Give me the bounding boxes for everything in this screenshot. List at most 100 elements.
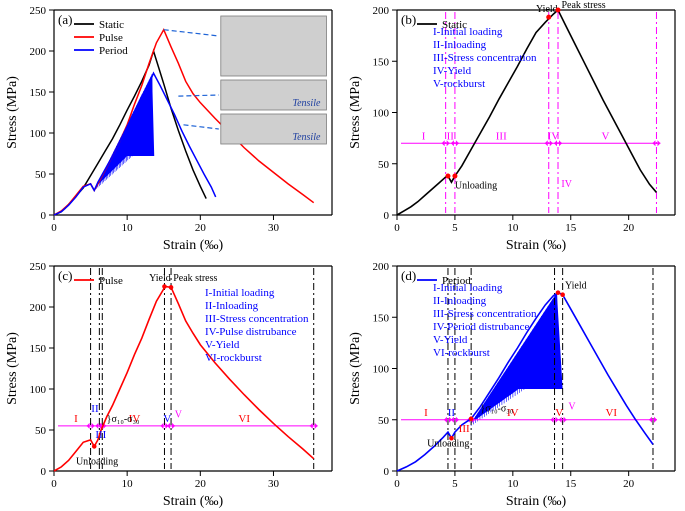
svg-text:IV-Yield: IV-Yield (433, 65, 472, 77)
svg-text:(d): (d) (401, 268, 416, 283)
svg-text:50: 50 (378, 414, 390, 426)
svg-text:IV: IV (547, 130, 559, 142)
svg-text:Stress (MPa): Stress (MPa) (348, 76, 363, 149)
svg-text:Static: Static (99, 19, 124, 31)
svg-text:15: 15 (565, 478, 577, 490)
svg-text:VI-rockburst: VI-rockburst (433, 347, 490, 359)
svg-text:0: 0 (394, 222, 400, 234)
svg-text:II-Inloading: II-Inloading (205, 300, 259, 312)
svg-text:5: 5 (452, 222, 458, 234)
svg-text:Tensile: Tensile (292, 98, 321, 109)
svg-text:0: 0 (383, 210, 389, 222)
svg-text:V: V (601, 130, 609, 142)
svg-text:30: 30 (268, 222, 280, 234)
svg-text:I-Initial loading: I-Initial loading (433, 282, 503, 294)
svg-text:150: 150 (30, 87, 47, 99)
svg-text:(b): (b) (401, 12, 416, 27)
svg-text:Strain (‰): Strain (‰) (163, 494, 224, 509)
svg-text:II: II (447, 406, 455, 418)
figure-grid: 0501001502002500102030Stress (MPa)Strain… (0, 0, 685, 511)
svg-text:III-Stress concentration: III-Stress concentration (433, 308, 537, 320)
svg-text:200: 200 (372, 261, 389, 273)
svg-text:IV-Pulse distrubance: IV-Pulse distrubance (205, 326, 297, 338)
panel-d: 0 50 100 150 200 0 5 10 15 20 Stress (MPa) Strain (… (343, 256, 685, 511)
svg-text:10: 10 (507, 478, 519, 490)
svg-text:20: 20 (195, 222, 207, 234)
svg-text:Unloading: Unloading (76, 456, 118, 467)
svg-text:10: 10 (507, 222, 519, 234)
svg-text:100: 100 (30, 128, 47, 140)
svg-text:20: 20 (623, 222, 635, 234)
svg-text:II: II (446, 130, 454, 142)
svg-text:15: 15 (565, 222, 577, 234)
svg-text:Unloading: Unloading (454, 180, 496, 191)
svg-text:Peak stress: Peak stress (561, 0, 605, 11)
svg-text:IV: IV (561, 179, 572, 190)
svg-text:Peak stress: Peak stress (173, 272, 217, 283)
svg-text:250: 250 (30, 5, 47, 17)
svg-text:II: II (91, 402, 99, 414)
svg-text:I: I (74, 412, 78, 424)
svg-text:150: 150 (372, 56, 389, 68)
svg-text:200: 200 (372, 5, 389, 17)
svg-text:10: 10 (122, 222, 134, 234)
svg-text:Yield: Yield (536, 4, 558, 15)
svg-text:V-Yield: V-Yield (205, 339, 240, 351)
svg-text:0: 0 (51, 478, 57, 490)
svg-text:(a): (a) (58, 12, 72, 27)
svg-text:III: III (95, 428, 106, 440)
svg-text:Strain (‰): Strain (‰) (505, 494, 566, 509)
svg-text:V-rockburst: V-rockburst (433, 78, 485, 90)
svg-text:I-Initial loading: I-Initial loading (205, 287, 275, 299)
svg-text:III-Stress concentration: III-Stress concentration (205, 313, 309, 325)
svg-text:50: 50 (35, 425, 47, 437)
svg-text:0: 0 (41, 466, 47, 478)
svg-text:VI: VI (605, 406, 617, 418)
svg-text:Yield: Yield (564, 280, 586, 291)
svg-text:III: III (458, 422, 469, 434)
svg-text:Period: Period (99, 45, 128, 57)
svg-text:20: 20 (623, 478, 635, 490)
svg-text:IV-Period distrubance: IV-Period distrubance (433, 321, 530, 333)
svg-text:200: 200 (30, 46, 47, 58)
svg-text:100: 100 (30, 384, 47, 396)
svg-text:0: 0 (51, 222, 57, 234)
svg-text:Yield: Yield (149, 272, 171, 283)
svg-text:(c): (c) (58, 268, 72, 283)
svg-text:V: V (568, 401, 576, 412)
svg-text:V: V (163, 412, 171, 424)
svg-text:Stress (MPa): Stress (MPa) (5, 76, 20, 149)
svg-text:Pulse: Pulse (99, 32, 123, 44)
svg-text:150: 150 (30, 343, 47, 355)
svg-text:III: III (495, 130, 506, 142)
svg-text:50: 50 (35, 169, 47, 181)
svg-text:V: V (175, 409, 183, 420)
panel-c: 0501001502002500102030Stress (MPa)Strain… (0, 256, 343, 511)
svg-text:Unloading: Unloading (427, 438, 469, 449)
svg-text:0: 0 (41, 210, 47, 222)
svg-text:V-Yield: V-Yield (433, 334, 468, 346)
svg-text:I-Initial loading: I-Initial loading (433, 26, 503, 38)
svg-text:VI-rockburst: VI-rockburst (205, 352, 262, 364)
svg-text:5: 5 (452, 478, 458, 490)
svg-text:Stress (MPa): Stress (MPa) (348, 331, 363, 404)
svg-text:Strain (‰): Strain (‰) (163, 238, 224, 253)
svg-text:100: 100 (372, 108, 389, 120)
svg-text:150: 150 (372, 312, 389, 324)
svg-text:250: 250 (30, 261, 47, 273)
svg-text:50: 50 (378, 159, 390, 171)
panel-b: 05010015020005101520Stress (MPa)Strain (… (343, 0, 685, 256)
svg-text:200: 200 (30, 302, 47, 314)
svg-text:}σ₁₀-σ₃₀: }σ₁₀-σ₃₀ (480, 403, 513, 414)
svg-text:I: I (421, 130, 425, 142)
svg-text:100: 100 (372, 363, 389, 375)
svg-text:0: 0 (394, 478, 400, 490)
svg-text:Pulse: Pulse (99, 275, 123, 287)
svg-text:10: 10 (122, 478, 134, 490)
svg-text:III-Stress concentration: III-Stress concentration (433, 52, 537, 64)
svg-text:0: 0 (383, 466, 389, 478)
panel-a: 0 50 100 150 200 250 0 10 20 30 Stress (MPa) Strain… (0, 0, 343, 256)
svg-text:II-Inloading: II-Inloading (433, 39, 487, 51)
svg-text:Stress (MPa): Stress (MPa) (5, 331, 20, 404)
svg-text:20: 20 (195, 478, 207, 490)
